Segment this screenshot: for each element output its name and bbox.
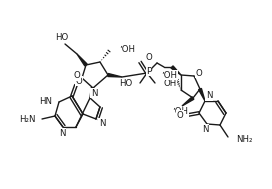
- Text: N: N: [206, 91, 212, 101]
- Text: N: N: [99, 119, 105, 128]
- Text: NH₂: NH₂: [236, 135, 252, 143]
- Text: N: N: [59, 129, 65, 138]
- Text: OH: OH: [163, 80, 176, 88]
- Polygon shape: [90, 88, 95, 98]
- Polygon shape: [77, 54, 87, 66]
- Text: ʼOH: ʼOH: [172, 108, 188, 116]
- Text: O: O: [76, 77, 82, 85]
- Text: HN: HN: [39, 97, 52, 105]
- Polygon shape: [199, 88, 205, 101]
- Text: P: P: [146, 67, 152, 75]
- Polygon shape: [171, 66, 181, 75]
- Text: O: O: [145, 53, 152, 61]
- Text: O: O: [176, 111, 183, 119]
- Text: ʼOH: ʼOH: [161, 70, 177, 80]
- Text: HO: HO: [55, 33, 69, 42]
- Text: O: O: [74, 71, 80, 81]
- Text: O: O: [196, 68, 202, 77]
- Polygon shape: [182, 97, 194, 106]
- Text: ʼOH: ʼOH: [119, 44, 135, 53]
- Polygon shape: [108, 74, 122, 77]
- Text: N: N: [202, 125, 208, 133]
- Text: H₂N: H₂N: [20, 115, 36, 123]
- Text: N: N: [91, 88, 97, 98]
- Text: HO: HO: [119, 80, 132, 88]
